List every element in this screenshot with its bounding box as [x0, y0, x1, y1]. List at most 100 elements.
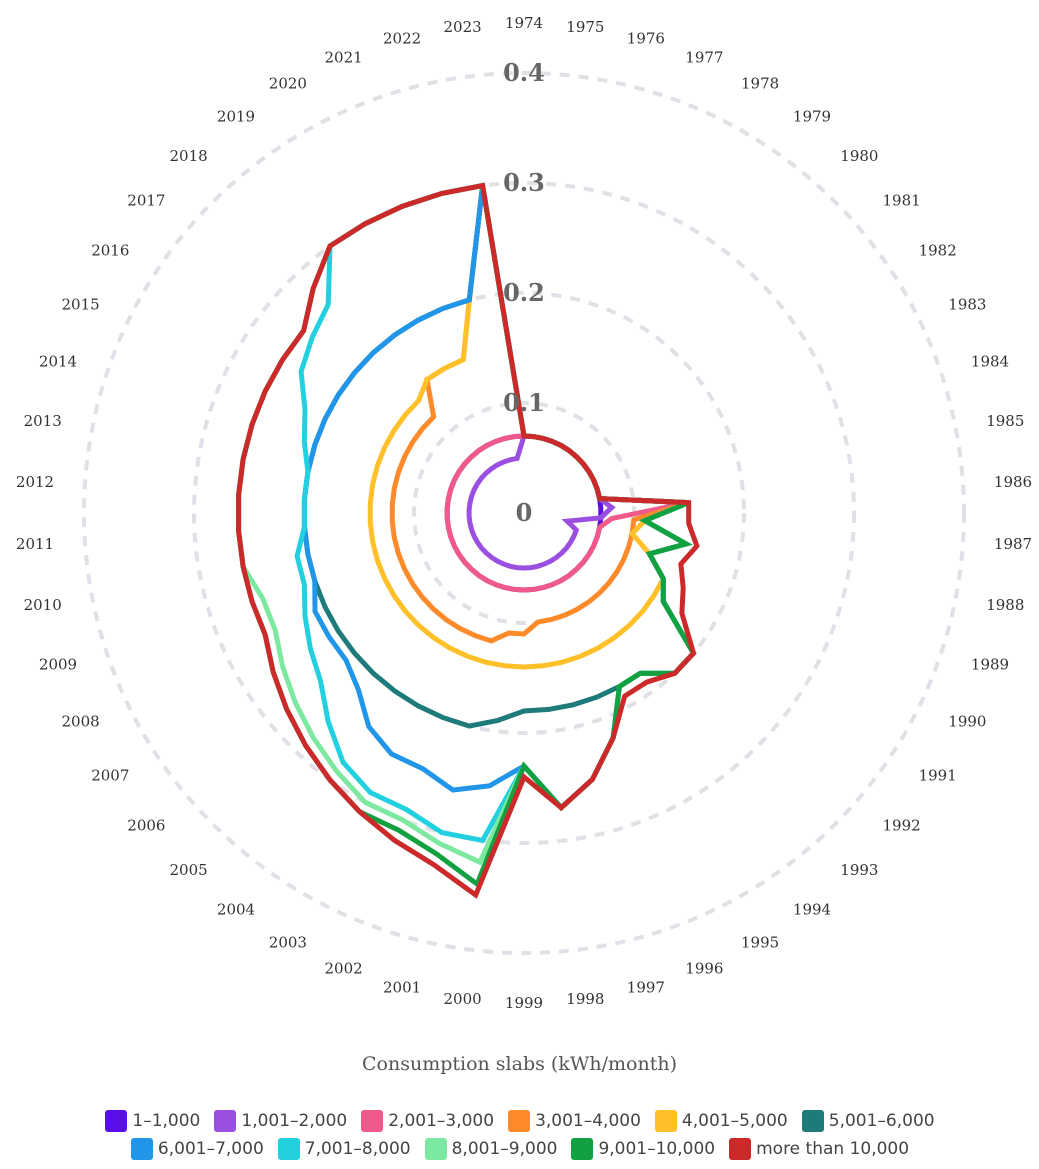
legend-label: more than 10,000: [756, 1139, 910, 1159]
radial-tick-labels: 0 0.1 0.2 0.3 0.4: [503, 58, 545, 527]
legend: 1–1,000 1,001–2,000 2,001–3,000 3,001–4,000…: [30, 1110, 1010, 1166]
legend-label: 4,001–5,000: [681, 1111, 788, 1131]
radial-tick-label: 0.1: [503, 388, 545, 417]
year-label: 1980: [840, 147, 878, 165]
radial-tick-label: 0.3: [503, 168, 545, 197]
legend-swatch: [571, 1138, 594, 1160]
legend-item[interactable]: 3,001–4,000: [508, 1110, 641, 1132]
year-label: 1975: [566, 18, 604, 36]
legend-label: 9,001–10,000: [598, 1139, 716, 1159]
year-label: 1992: [883, 816, 921, 834]
year-label: 2017: [127, 192, 165, 210]
grid-ring-0.4: [82, 71, 966, 955]
year-label: 2022: [383, 29, 421, 47]
legend-swatch: [654, 1110, 677, 1132]
year-label: 1995: [741, 933, 779, 951]
legend-label: 5,001–6,000: [828, 1111, 935, 1131]
year-label: 2002: [325, 960, 363, 978]
radial-tick-label: 0.2: [503, 278, 545, 307]
legend-row: 1–1,000 1,001–2,000 2,001–3,000 3,001–4,000…: [30, 1110, 1010, 1132]
year-label: 2006: [127, 816, 165, 834]
legend-swatch: [508, 1110, 531, 1132]
legend-item[interactable]: 5,001–6,000: [801, 1110, 935, 1132]
year-label: 1989: [971, 655, 1009, 673]
legend-swatch: [729, 1138, 752, 1160]
legend-item[interactable]: 7,001–8,000: [277, 1138, 411, 1160]
year-label: 2019: [217, 108, 255, 126]
year-labels: 1974 1975 1976 1977 1978 1979 1980 1981 1982 1983…: [16, 14, 1032, 1012]
legend-item[interactable]: 6,001–7,000: [130, 1138, 264, 1160]
year-label: 1977: [685, 48, 723, 66]
legend-item[interactable]: 2,001–3,000: [361, 1110, 494, 1132]
year-label: 1981: [883, 192, 921, 210]
year-label: 1997: [627, 979, 665, 997]
radial-tick-label: 0: [516, 498, 533, 527]
legend-swatch: [105, 1110, 128, 1132]
legend-item[interactable]: 1–1,000: [105, 1110, 200, 1132]
legend-label: 7,001–8,000: [304, 1139, 411, 1159]
year-label: 1996: [685, 960, 723, 978]
year-label: 2001: [383, 979, 421, 997]
legend-swatch: [214, 1110, 237, 1132]
series-layer: [236, 182, 700, 899]
legend-item[interactable]: 9,001–10,000: [571, 1138, 715, 1160]
year-label: 2008: [62, 713, 100, 731]
year-label: 1976: [627, 29, 665, 47]
legend-item[interactable]: more than 10,000: [729, 1138, 909, 1160]
year-label: 1985: [986, 412, 1024, 430]
year-label: 2020: [269, 75, 307, 93]
year-label: 2000: [444, 990, 482, 1008]
year-label: 1979: [793, 108, 831, 126]
year-label: 1988: [986, 596, 1024, 614]
legend-swatch: [801, 1110, 824, 1132]
legend-swatch: [130, 1138, 153, 1160]
legend-swatch: [361, 1110, 384, 1132]
legend-label: 1–1,000: [132, 1111, 201, 1131]
year-label: 1994: [793, 900, 831, 918]
year-label: 2005: [170, 861, 208, 879]
year-label: 2012: [16, 473, 54, 491]
year-label: 1998: [566, 990, 604, 1008]
year-label: 2016: [91, 241, 129, 259]
series-line-6: [301, 185, 697, 729]
year-label: 2015: [62, 295, 100, 313]
legend-item[interactable]: 1,001–2,000: [214, 1110, 347, 1132]
year-label: 2018: [170, 147, 208, 165]
legend-label: 8,001–9,000: [451, 1139, 558, 1159]
year-label: 1984: [971, 353, 1009, 371]
year-label: 1986: [994, 473, 1032, 491]
year-label: 2010: [24, 596, 62, 614]
legend-item[interactable]: 8,001–9,000: [424, 1138, 558, 1160]
legend-label: 1,001–2,000: [241, 1111, 348, 1131]
year-label: 1991: [919, 767, 957, 785]
year-label: 2021: [325, 48, 363, 66]
year-label: 2003: [269, 933, 307, 951]
year-label: 1978: [741, 75, 779, 93]
legend-item[interactable]: 4,001–5,000: [654, 1110, 788, 1132]
year-label: 1993: [840, 861, 878, 879]
legend-row: 6,001–7,000 7,001–8,000 8,001–9,000 9,001–1…: [30, 1138, 1010, 1160]
legend-label: 3,001–4,000: [535, 1111, 641, 1131]
year-label: 1983: [948, 295, 986, 313]
series-line-11: [236, 182, 700, 899]
legend-label: 6,001–7,000: [157, 1139, 264, 1159]
year-label: 2023: [444, 18, 482, 36]
grid-ring-0.3: [192, 181, 856, 845]
year-label: 2007: [91, 767, 129, 785]
grid-rings: [82, 71, 966, 955]
legend-title: Consumption slabs (kWh/month): [362, 1053, 677, 1075]
year-label: 2004: [217, 900, 255, 918]
legend-label: 2,001–3,000: [388, 1111, 495, 1131]
year-label: 1974: [505, 14, 543, 32]
year-label: 2014: [39, 353, 77, 371]
year-label: 2011: [16, 535, 54, 553]
year-label: 2013: [24, 412, 62, 430]
year-label: 1987: [994, 535, 1032, 553]
radial-tick-label: 0.4: [503, 58, 545, 87]
year-label: 1990: [948, 713, 986, 731]
year-label: 2009: [39, 655, 77, 673]
legend-swatch: [277, 1138, 300, 1160]
year-label: 1982: [919, 241, 957, 259]
